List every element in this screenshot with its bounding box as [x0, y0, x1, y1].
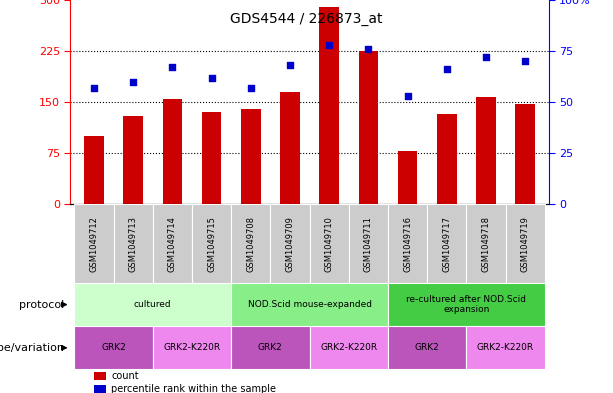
Text: GRK2: GRK2	[415, 343, 440, 352]
Point	[364, 46, 373, 52]
Point	[167, 64, 177, 71]
Bar	[231, 204, 270, 283]
Bar	[94, 385, 107, 393]
Bar	[74, 204, 113, 283]
Bar	[153, 204, 192, 283]
Text: GRK2-K220R: GRK2-K220R	[477, 343, 534, 352]
Text: GSM1049716: GSM1049716	[403, 216, 412, 272]
Bar	[280, 92, 300, 204]
Point	[520, 58, 530, 64]
Text: GRK2-K220R: GRK2-K220R	[320, 343, 378, 352]
Bar	[466, 326, 545, 369]
Text: cultured: cultured	[134, 300, 172, 309]
Text: GSM1049710: GSM1049710	[325, 216, 333, 272]
Bar	[466, 204, 506, 283]
Text: GDS4544 / 226873_at: GDS4544 / 226873_at	[230, 12, 383, 26]
Bar	[192, 204, 231, 283]
Bar	[516, 104, 535, 204]
Text: protocol: protocol	[19, 299, 64, 310]
Bar	[231, 283, 388, 326]
Bar	[437, 114, 457, 204]
Point	[442, 66, 452, 73]
Text: NOD.Scid mouse-expanded: NOD.Scid mouse-expanded	[248, 300, 371, 309]
Point	[285, 62, 295, 68]
Bar	[74, 283, 231, 326]
Bar	[388, 326, 466, 369]
Bar	[241, 109, 261, 204]
Point	[403, 93, 413, 99]
Text: GSM1049708: GSM1049708	[246, 216, 255, 272]
Text: GSM1049719: GSM1049719	[520, 216, 530, 272]
Bar	[162, 99, 182, 204]
Text: GRK2: GRK2	[258, 343, 283, 352]
Bar	[123, 116, 143, 204]
Bar	[94, 372, 107, 380]
Text: GSM1049717: GSM1049717	[442, 216, 451, 272]
Bar	[74, 326, 153, 369]
Bar	[388, 204, 427, 283]
Text: GSM1049715: GSM1049715	[207, 216, 216, 272]
Text: genotype/variation: genotype/variation	[0, 343, 64, 353]
Bar	[476, 97, 496, 204]
Text: GSM1049714: GSM1049714	[168, 216, 177, 272]
Point	[89, 85, 99, 91]
Bar	[153, 326, 231, 369]
Bar	[310, 326, 388, 369]
Text: GSM1049711: GSM1049711	[364, 216, 373, 272]
Bar	[113, 204, 153, 283]
Point	[246, 85, 256, 91]
Point	[481, 54, 491, 61]
Text: GSM1049713: GSM1049713	[129, 216, 138, 272]
Bar	[202, 112, 221, 204]
Bar	[506, 204, 545, 283]
Bar	[388, 283, 545, 326]
Point	[324, 42, 334, 48]
Bar	[84, 136, 104, 204]
Bar	[398, 151, 417, 204]
Text: GRK2: GRK2	[101, 343, 126, 352]
Text: GSM1049712: GSM1049712	[89, 216, 99, 272]
Text: GRK2-K220R: GRK2-K220R	[164, 343, 221, 352]
Text: count: count	[111, 371, 139, 382]
Bar	[310, 204, 349, 283]
Bar	[319, 7, 339, 204]
Point	[128, 79, 138, 85]
Text: GSM1049718: GSM1049718	[481, 216, 490, 272]
Bar	[270, 204, 310, 283]
Bar	[427, 204, 466, 283]
Text: GSM1049709: GSM1049709	[286, 216, 294, 272]
Text: re-cultured after NOD.Scid
expansion: re-cultured after NOD.Scid expansion	[406, 295, 527, 314]
Bar	[359, 51, 378, 204]
Bar	[231, 326, 310, 369]
Point	[207, 75, 216, 81]
Bar	[349, 204, 388, 283]
Text: percentile rank within the sample: percentile rank within the sample	[111, 384, 276, 393]
